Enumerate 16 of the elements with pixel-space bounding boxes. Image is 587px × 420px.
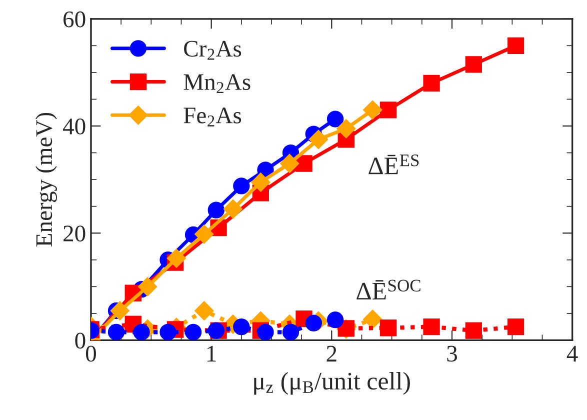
- legend-label: Fe$_{2}$As: [184, 108, 242, 126]
- x-tick-label: 4: [566, 346, 578, 362]
- y-axis-title: Energy (meV): [35, 112, 57, 247]
- y-tick-label: 20: [64, 226, 86, 242]
- x-tick-label: 2: [326, 346, 336, 362]
- legend-label: Cr$_{2}$As: [184, 40, 242, 60]
- x-tick-label: 0: [86, 346, 96, 362]
- annotation: ΔĒ$^{ES}$: [368, 154, 419, 174]
- x-tick-label: 3: [447, 346, 457, 362]
- y-tick-label: 40: [62, 118, 86, 134]
- annotation: ΔĒ$^{SOC}$: [356, 280, 420, 300]
- legend-label: Mn$_{2}$As: [184, 74, 250, 94]
- y-tick-label: 0: [75, 332, 86, 349]
- y-tick-label: 60: [64, 11, 86, 28]
- x-axis-title: μ$_{z}$ (μ$_{B}$/unit cell): [254, 372, 410, 395]
- x-tick-label: 1: [207, 346, 216, 362]
